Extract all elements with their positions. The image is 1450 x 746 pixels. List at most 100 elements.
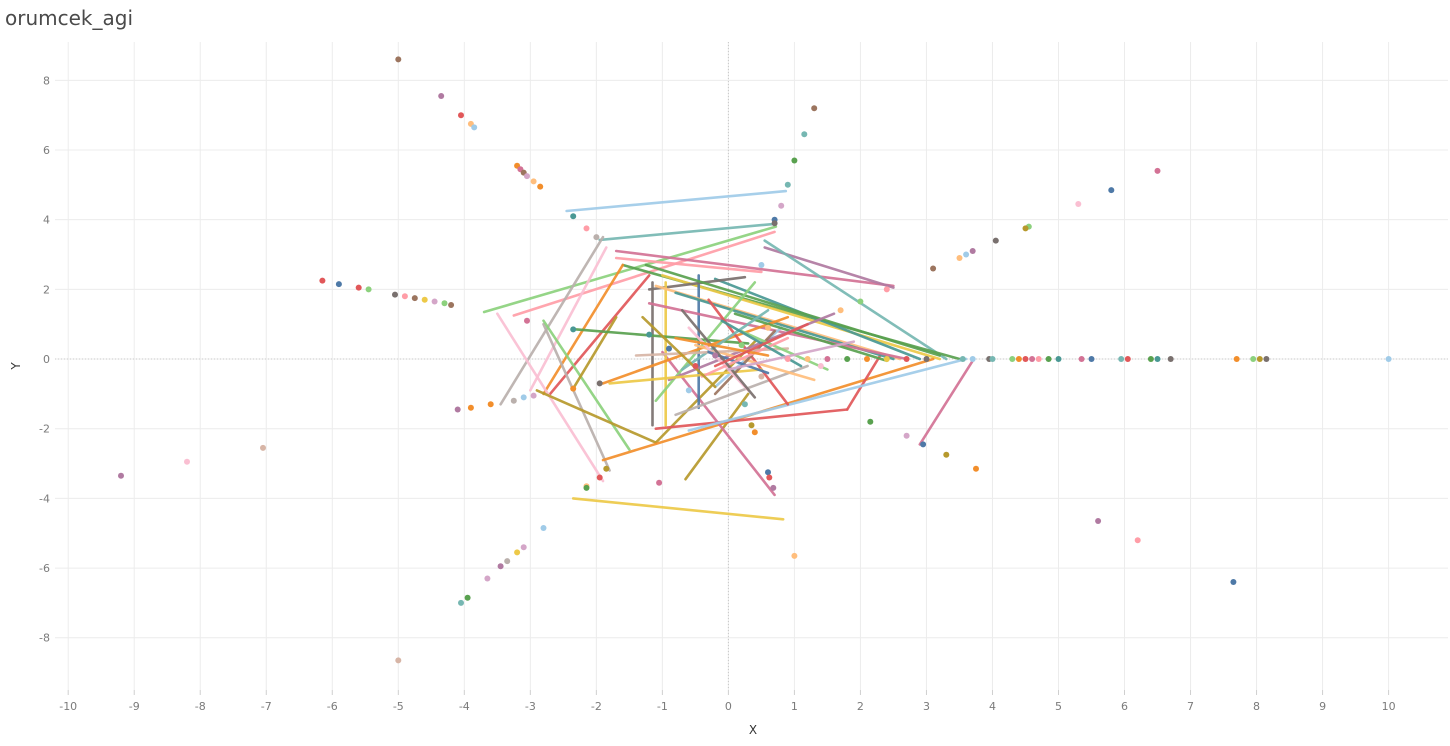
data-point xyxy=(1147,356,1154,362)
data-point xyxy=(593,234,600,241)
data-point xyxy=(666,345,672,352)
series-line xyxy=(565,189,788,213)
data-point xyxy=(583,225,590,232)
data-point xyxy=(1154,356,1161,362)
series-line xyxy=(700,336,790,378)
series-line xyxy=(684,392,750,481)
series-line xyxy=(674,336,770,357)
x-tick-label: -4 xyxy=(459,700,470,713)
data-point xyxy=(1015,356,1022,362)
y-tick-label: 2 xyxy=(43,283,50,296)
x-tick-label: -10 xyxy=(59,700,77,713)
series-line xyxy=(687,357,968,432)
series-line xyxy=(713,322,809,368)
series-line xyxy=(542,322,611,472)
data-point xyxy=(537,183,544,190)
data-point xyxy=(1078,356,1085,362)
x-tick-label: 8 xyxy=(1253,700,1260,713)
data-point xyxy=(497,563,504,570)
data-point xyxy=(656,479,663,486)
data-point xyxy=(520,394,527,401)
y-tick-label: -2 xyxy=(39,423,50,436)
data-point xyxy=(355,284,362,291)
data-point xyxy=(335,281,342,288)
data-point xyxy=(1230,579,1237,585)
data-point xyxy=(484,575,491,582)
series-line xyxy=(654,281,757,403)
data-point xyxy=(1233,356,1240,362)
data-point xyxy=(923,356,930,362)
data-point xyxy=(118,472,124,479)
data-point xyxy=(765,469,771,476)
series-line xyxy=(727,340,856,371)
data-point xyxy=(992,237,999,244)
series-line xyxy=(598,222,776,242)
y-tick-label: 4 xyxy=(43,214,50,227)
series-line xyxy=(674,364,809,417)
x-tick-label: 0 xyxy=(725,700,732,713)
series-line xyxy=(733,312,889,363)
data-point xyxy=(570,326,577,333)
x-tick-label: -1 xyxy=(657,700,668,713)
data-point xyxy=(487,401,494,408)
y-tick-label: 6 xyxy=(43,144,50,157)
series-line xyxy=(654,408,849,431)
y-tick-label: -8 xyxy=(39,632,50,645)
y-tick-label: -4 xyxy=(39,492,50,505)
series-line xyxy=(571,497,785,521)
y-tick-label: 8 xyxy=(43,74,50,87)
data-point xyxy=(1095,518,1102,524)
data-point xyxy=(646,331,653,338)
data-point xyxy=(1088,356,1095,362)
x-tick-label: 4 xyxy=(989,700,996,713)
data-point xyxy=(883,286,890,293)
x-tick-label: -3 xyxy=(525,700,536,713)
x-tick-label: -9 xyxy=(129,700,140,713)
data-point xyxy=(1035,356,1042,362)
x-tick-label: -2 xyxy=(591,700,602,713)
data-point xyxy=(692,363,699,369)
series-line xyxy=(499,235,605,406)
data-point xyxy=(824,356,831,362)
data-point xyxy=(464,594,471,601)
data-point xyxy=(514,549,521,556)
data-point xyxy=(920,441,927,448)
data-point xyxy=(583,484,590,491)
series-line xyxy=(687,326,750,392)
data-point xyxy=(864,356,870,362)
data-point xyxy=(844,356,851,362)
y-axis-ticks: -8 -6 -4 -2 0 2 4 6 8 xyxy=(39,74,50,644)
series-line xyxy=(614,249,895,288)
data-point xyxy=(963,251,970,258)
series-line xyxy=(512,230,776,317)
y-axis-label: Y xyxy=(9,362,23,371)
series-lines xyxy=(482,189,975,521)
series-points xyxy=(118,56,1392,664)
series-line xyxy=(641,315,717,389)
data-point xyxy=(857,298,864,305)
data-point xyxy=(1134,537,1141,544)
data-point xyxy=(903,356,910,362)
data-point xyxy=(1124,356,1131,362)
data-point xyxy=(989,356,996,362)
data-point xyxy=(441,300,448,307)
data-point xyxy=(401,293,408,300)
data-point xyxy=(392,291,398,298)
data-point xyxy=(791,157,798,164)
data-point xyxy=(454,406,461,413)
series-line xyxy=(740,329,829,371)
data-point xyxy=(973,465,979,472)
data-point xyxy=(411,295,418,302)
data-point xyxy=(712,352,719,359)
x-tick-label: 2 xyxy=(857,700,864,713)
data-point xyxy=(784,181,791,188)
x-tick-label: 7 xyxy=(1187,700,1194,713)
data-point xyxy=(1009,356,1016,362)
y-tick-label: -6 xyxy=(39,562,50,575)
data-point xyxy=(969,248,976,254)
x-tick-label: 3 xyxy=(923,700,930,713)
data-point xyxy=(956,255,963,261)
data-point xyxy=(1154,167,1161,174)
data-point xyxy=(458,599,464,606)
data-point xyxy=(765,324,771,331)
